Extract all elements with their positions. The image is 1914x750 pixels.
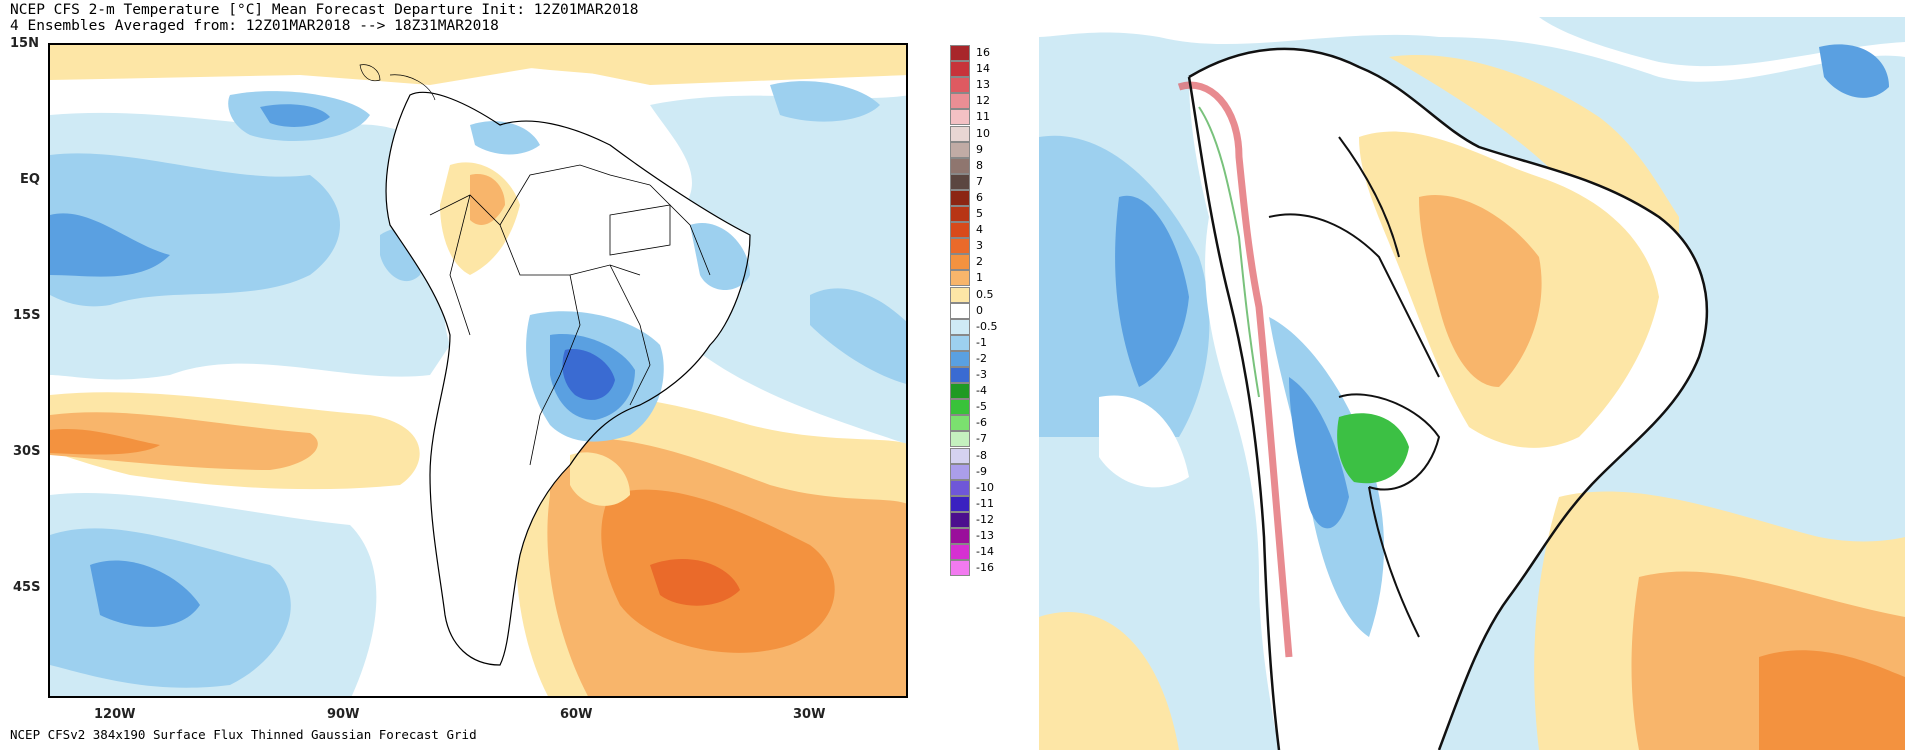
colorbar-swatch xyxy=(950,479,970,496)
colorbar-swatch xyxy=(950,560,970,577)
colorbar-swatch xyxy=(950,189,970,206)
colorbar-label: 13 xyxy=(976,78,990,92)
colorbar-swatch xyxy=(950,334,970,351)
colorbar-swatch xyxy=(950,350,970,367)
lat-tick-45s: 45S xyxy=(13,580,41,595)
colorbar-swatch xyxy=(950,383,970,400)
colorbar-label: 12 xyxy=(976,94,990,108)
colorbar-label: 9 xyxy=(976,142,983,156)
colorbar-label: 6 xyxy=(976,190,983,204)
colorbar-swatch xyxy=(950,206,970,222)
colorbar-label: -12 xyxy=(976,512,994,526)
colorbar-swatch xyxy=(950,399,970,416)
colorbar-label: 2 xyxy=(976,255,983,269)
map-footer-caption: NCEP CFSv2 384x190 Surface Flux Thinned … xyxy=(10,727,477,742)
colorbar-swatch xyxy=(950,431,970,448)
colorbar-swatch xyxy=(950,415,970,432)
colorbar-label: 0.5 xyxy=(976,287,994,301)
lat-tick-eq: EQ xyxy=(20,172,40,187)
colorbar-swatch xyxy=(950,367,970,383)
colorbar-swatch xyxy=(950,125,970,142)
colorbar-label: 1 xyxy=(976,271,983,285)
lon-tick-60w: 60W xyxy=(560,707,593,722)
colorbar-swatch xyxy=(950,61,970,78)
colorbar-swatch xyxy=(950,270,970,287)
colorbar-swatch xyxy=(950,109,970,126)
lon-tick-90w: 90W xyxy=(327,707,360,722)
lat-tick-15s: 15S xyxy=(13,308,41,323)
lat-tick-15n: 15N xyxy=(10,36,39,51)
colorbar-swatch xyxy=(950,286,970,303)
colorbar-label: -1 xyxy=(976,335,987,349)
colorbar-label: 10 xyxy=(976,126,990,140)
colorbar-swatch xyxy=(950,173,970,190)
colorbar-swatch xyxy=(950,222,970,239)
colorbar-label: -5 xyxy=(976,400,987,414)
colorbar-label: -2 xyxy=(976,351,987,365)
colorbar-swatch xyxy=(950,77,970,94)
colorbar-swatch xyxy=(950,141,970,158)
colorbar-label: 0 xyxy=(976,303,983,317)
lon-tick-30w: 30W xyxy=(793,707,826,722)
cfs-map-svg xyxy=(50,45,906,696)
colorbar-label: -16 xyxy=(976,561,994,575)
colorbar-label: 16 xyxy=(976,46,990,59)
colorbar-swatch xyxy=(950,157,970,174)
colorbar-swatch xyxy=(950,511,970,528)
colorbar-label: 3 xyxy=(976,239,983,253)
colorbar-label: 8 xyxy=(976,158,983,172)
colorbar-label: -3 xyxy=(976,368,987,381)
map-title-line-1: NCEP CFS 2-m Temperature [°C] Mean Forec… xyxy=(10,2,639,18)
colorbar-swatch xyxy=(950,302,970,319)
colorbar-swatch xyxy=(950,45,970,61)
colorbar-label: -10 xyxy=(976,480,994,494)
colorbar-swatch xyxy=(950,254,970,271)
colorbar-swatch xyxy=(950,318,970,335)
colorbar-label: -8 xyxy=(976,448,987,462)
colorbar-label: 7 xyxy=(976,174,983,188)
colorbar-swatch xyxy=(950,93,970,110)
colorbar-label: 11 xyxy=(976,110,990,124)
cfs-forecast-anomaly-map xyxy=(48,43,908,698)
colorbar-swatch xyxy=(950,495,970,512)
colorbar-swatch xyxy=(950,447,970,464)
colorbar-label: -0.5 xyxy=(976,319,998,333)
lat-tick-30s: 30S xyxy=(13,444,41,459)
colorbar-label: -9 xyxy=(976,464,987,478)
colorbar-label: -13 xyxy=(976,529,994,542)
colorbar-swatch xyxy=(950,238,970,255)
colorbar-label: 4 xyxy=(976,223,983,237)
colorbar-label: -14 xyxy=(976,545,994,559)
colorbar-label: -6 xyxy=(976,416,987,430)
colorbar-label: -7 xyxy=(976,432,987,446)
observed-map-svg xyxy=(1039,17,1905,750)
colorbar-swatch xyxy=(950,463,970,480)
colorbar-label: 14 xyxy=(976,62,990,76)
map-title-line-2: 4 Ensembles Averaged from: 12Z01MAR2018 … xyxy=(10,18,499,34)
lon-tick-120w: 120W xyxy=(94,707,136,722)
colorbar-label: 5 xyxy=(976,207,983,220)
colorbar-swatch xyxy=(950,544,970,561)
observed-anomaly-map xyxy=(1039,17,1905,750)
colorbar-label: -11 xyxy=(976,496,994,510)
colorbar-label: -4 xyxy=(976,384,987,398)
colorbar-swatch xyxy=(950,528,970,544)
